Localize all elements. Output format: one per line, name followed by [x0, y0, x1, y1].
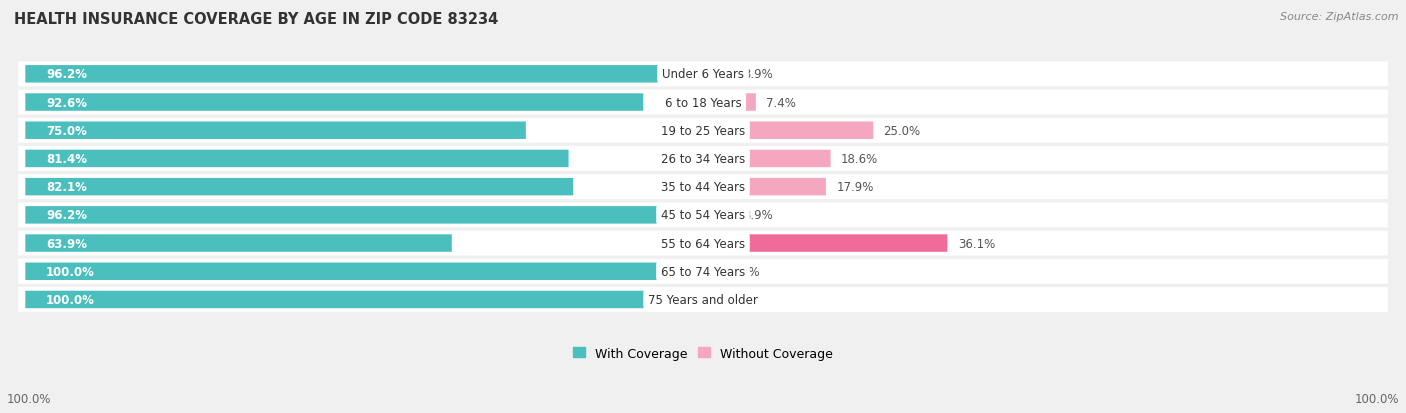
- Text: 19 to 25 Years: 19 to 25 Years: [661, 124, 745, 138]
- FancyBboxPatch shape: [706, 150, 831, 168]
- Text: 82.1%: 82.1%: [46, 181, 87, 194]
- Text: 26 to 34 Years: 26 to 34 Years: [661, 152, 745, 166]
- Text: Under 6 Years: Under 6 Years: [662, 68, 744, 81]
- Text: 63.9%: 63.9%: [46, 237, 87, 250]
- FancyBboxPatch shape: [706, 94, 756, 112]
- Text: 65 to 74 Years: 65 to 74 Years: [661, 265, 745, 278]
- Text: 75.0%: 75.0%: [46, 124, 87, 138]
- FancyBboxPatch shape: [18, 259, 1388, 284]
- Text: 92.6%: 92.6%: [46, 96, 87, 109]
- FancyBboxPatch shape: [18, 62, 1388, 87]
- FancyBboxPatch shape: [18, 203, 1388, 228]
- FancyBboxPatch shape: [18, 147, 1388, 171]
- Text: 18.6%: 18.6%: [841, 152, 879, 166]
- FancyBboxPatch shape: [706, 235, 948, 252]
- Text: 3.9%: 3.9%: [742, 209, 772, 222]
- Text: 3.9%: 3.9%: [742, 68, 772, 81]
- Text: 25.0%: 25.0%: [883, 124, 921, 138]
- Legend: With Coverage, Without Coverage: With Coverage, Without Coverage: [568, 342, 838, 365]
- Text: 81.4%: 81.4%: [46, 152, 87, 166]
- Text: 7.4%: 7.4%: [766, 96, 796, 109]
- Text: 0.0%: 0.0%: [731, 265, 761, 278]
- FancyBboxPatch shape: [706, 122, 873, 140]
- FancyBboxPatch shape: [18, 175, 1388, 199]
- Text: 17.9%: 17.9%: [837, 181, 873, 194]
- Text: 100.0%: 100.0%: [1354, 392, 1399, 405]
- Text: 35 to 44 Years: 35 to 44 Years: [661, 181, 745, 194]
- Text: 75 Years and older: 75 Years and older: [648, 293, 758, 306]
- FancyBboxPatch shape: [18, 119, 1388, 143]
- Text: 100.0%: 100.0%: [7, 392, 52, 405]
- FancyBboxPatch shape: [25, 66, 668, 83]
- FancyBboxPatch shape: [706, 206, 733, 224]
- Text: 100.0%: 100.0%: [46, 265, 94, 278]
- Text: 6 to 18 Years: 6 to 18 Years: [665, 96, 741, 109]
- FancyBboxPatch shape: [25, 122, 526, 140]
- Text: 100.0%: 100.0%: [46, 293, 94, 306]
- FancyBboxPatch shape: [25, 178, 574, 196]
- Text: 0.0%: 0.0%: [731, 293, 761, 306]
- Text: 45 to 54 Years: 45 to 54 Years: [661, 209, 745, 222]
- Text: HEALTH INSURANCE COVERAGE BY AGE IN ZIP CODE 83234: HEALTH INSURANCE COVERAGE BY AGE IN ZIP …: [14, 12, 498, 27]
- Text: Source: ZipAtlas.com: Source: ZipAtlas.com: [1281, 12, 1399, 22]
- FancyBboxPatch shape: [706, 66, 733, 83]
- Text: 55 to 64 Years: 55 to 64 Years: [661, 237, 745, 250]
- FancyBboxPatch shape: [25, 206, 668, 224]
- FancyBboxPatch shape: [25, 263, 693, 280]
- Text: 36.1%: 36.1%: [957, 237, 995, 250]
- FancyBboxPatch shape: [706, 178, 825, 196]
- FancyBboxPatch shape: [18, 287, 1388, 312]
- FancyBboxPatch shape: [18, 231, 1388, 256]
- Text: 96.2%: 96.2%: [46, 68, 87, 81]
- FancyBboxPatch shape: [25, 150, 568, 168]
- FancyBboxPatch shape: [18, 90, 1388, 115]
- FancyBboxPatch shape: [25, 291, 693, 309]
- FancyBboxPatch shape: [25, 235, 451, 252]
- Text: 96.2%: 96.2%: [46, 209, 87, 222]
- FancyBboxPatch shape: [25, 94, 644, 112]
